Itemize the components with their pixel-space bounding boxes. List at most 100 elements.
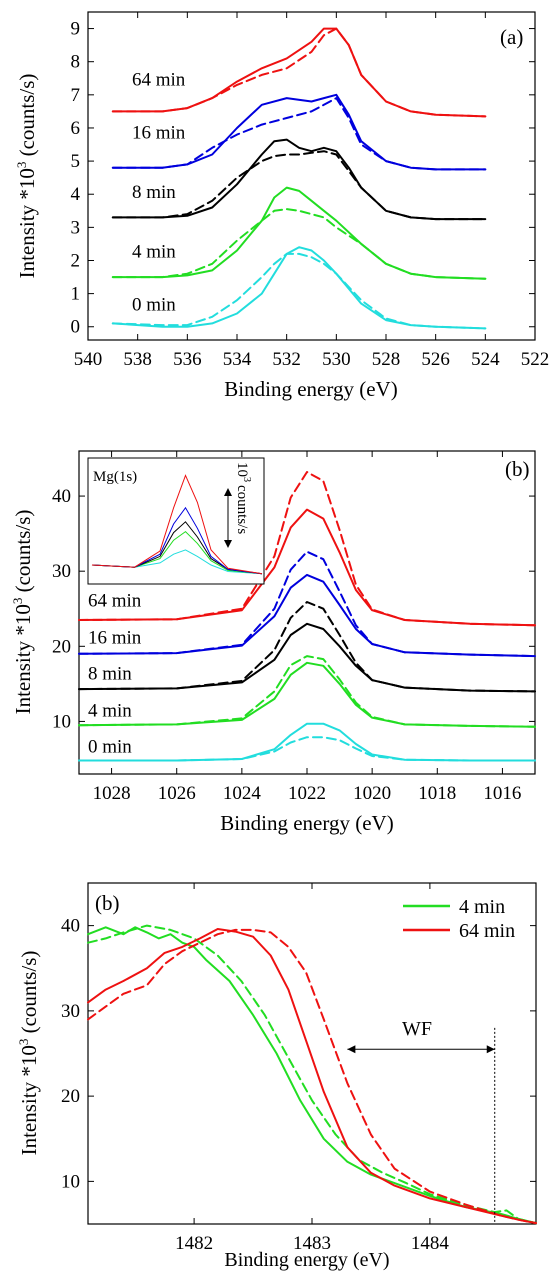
panel-a-y-axis-title: Intensity *103 (counts/s)	[14, 74, 39, 279]
series-line-dashed	[78, 736, 536, 762]
panel-c-y-axis-title-main: Intensity *10	[17, 1045, 41, 1155]
x-tick-label: 1484	[411, 1233, 450, 1254]
series-label: 0 min	[88, 736, 132, 757]
y-tick-label: 20	[61, 1086, 80, 1107]
inset-scale-label-sup: 3	[241, 477, 252, 482]
series-line-solid	[111, 138, 487, 221]
series-line-dashed	[78, 471, 536, 627]
panel-b-label: (b)	[505, 457, 530, 481]
x-tick-label: 526	[421, 349, 450, 370]
y-tick-label: 3	[71, 217, 81, 238]
panel-b-y-axis-title: Intensity *103 (counts/s)	[10, 510, 35, 715]
panel-c-y-axis-title: Intensity *103 (counts/s)	[16, 951, 41, 1156]
x-tick-label: 532	[272, 349, 301, 370]
series-line-dashed	[111, 27, 487, 118]
panel-c-wf-annotation: WF	[347, 1018, 496, 1224]
series-label: 0 min	[132, 295, 176, 316]
panel-a-y-axis-title-main: Intensity *10	[15, 168, 39, 278]
y-tick-label: 9	[71, 19, 81, 40]
x-tick-label: 1020	[353, 783, 391, 804]
series-label: 8 min	[132, 182, 176, 203]
x-tick-label: 1028	[93, 783, 131, 804]
panel-a-y-axis-title-sup: 3	[14, 162, 29, 169]
inset-series-line	[91, 506, 263, 575]
series-label: 64 min	[88, 591, 142, 612]
series-label: 4 min	[88, 700, 132, 721]
panel-a-series-group	[111, 27, 487, 330]
y-tick-label: 0	[71, 317, 81, 338]
inset-scale-arrow-head-top	[224, 488, 232, 496]
panel-b-series-labels: 0 min 4 min 8 min 16 min 64 min	[88, 591, 142, 758]
y-tick-label: 40	[61, 916, 80, 937]
panel-a-ticks: 540 538 536 534 532 530 528 526 524 522 0 1 2 3 4 5 6 7 8 9	[71, 12, 549, 370]
series-line-dashed	[111, 208, 487, 280]
panel-c-x-axis-title: Binding energy (eV)	[224, 1249, 389, 1271]
series-label: 16 min	[88, 628, 142, 649]
y-tick-label: 40	[52, 486, 71, 507]
series-line-dashed	[111, 97, 487, 171]
panel-b-mg-spectra: (b) Binding energy (eV) Intensity *103 (…	[10, 450, 536, 835]
panel-b-y-axis-title-sup: 3	[10, 598, 25, 605]
x-tick-label: 530	[322, 349, 351, 370]
wf-arrow-head-right	[486, 1045, 495, 1054]
series-line-dashed	[78, 655, 536, 728]
y-tick-label: 10	[61, 1171, 80, 1192]
series-label: 64 min	[132, 69, 186, 90]
panel-c-cutoff-spectra: (b) Binding energy (eV) Intensity *103 (…	[16, 882, 537, 1271]
panel-a-x-axis-title: Binding energy (eV)	[224, 377, 397, 401]
y-tick-label: 10	[52, 711, 71, 732]
series-label: 8 min	[88, 664, 132, 685]
panel-c-series-group	[87, 924, 537, 1225]
panel-b-y-axis-title-main: Intensity *10	[11, 604, 35, 714]
x-tick-label: 1022	[288, 783, 326, 804]
y-tick-label: 20	[52, 636, 71, 657]
panel-c-y-axis-title-tail: (counts/s)	[17, 951, 41, 1039]
x-tick-label: 536	[173, 349, 202, 370]
x-tick-label: 528	[372, 349, 401, 370]
x-tick-label: 1016	[483, 783, 521, 804]
y-tick-label: 4	[71, 184, 81, 205]
wf-label: WF	[402, 1018, 432, 1040]
panel-c-label: (b)	[95, 891, 120, 915]
x-tick-label: 1482	[175, 1233, 213, 1254]
legend-label: 4 min	[459, 896, 505, 918]
inset-label: Mg(1s)	[93, 469, 137, 485]
inset-series-group	[91, 474, 263, 575]
y-tick-label: 2	[71, 250, 81, 271]
panel-a-frame	[87, 11, 536, 341]
series-line-dashed	[87, 928, 537, 1225]
x-tick-label: 1018	[418, 783, 456, 804]
series-line-dashed	[78, 601, 536, 693]
series-line-dashed	[111, 252, 487, 330]
y-tick-label: 30	[61, 1001, 80, 1022]
x-tick-label: 1024	[223, 783, 262, 804]
inset-series-line	[91, 521, 263, 575]
x-tick-label: 1026	[158, 783, 196, 804]
inset-scale-label-base: 10	[234, 462, 250, 477]
series-label: 16 min	[132, 122, 186, 143]
panel-a-label: (a)	[500, 25, 523, 49]
y-tick-label: 30	[52, 561, 71, 582]
series-line-solid	[78, 622, 536, 693]
y-tick-label: 5	[71, 151, 81, 172]
series-label: 4 min	[132, 242, 176, 263]
y-tick-label: 1	[71, 284, 81, 305]
inset-scale-arrow-head-bottom	[224, 540, 232, 548]
series-line-solid	[78, 573, 536, 658]
panel-c-y-axis-title-sup: 3	[16, 1039, 31, 1046]
inset-series-line	[91, 474, 263, 575]
series-line-solid	[78, 661, 536, 728]
x-tick-label: 538	[123, 349, 152, 370]
series-line-solid	[111, 246, 487, 330]
x-tick-label: 524	[471, 349, 500, 370]
y-tick-label: 8	[71, 52, 81, 73]
panel-c-ticks: 1482 1483 1484 10 20 30 40	[61, 883, 536, 1254]
panel-b-series-group	[78, 471, 536, 762]
panel-a-o1s-spectra: (a) Binding energy (eV) Intensity *103 (…	[14, 11, 549, 401]
inset-scale-label: 103 counts/s	[234, 462, 252, 534]
y-tick-label: 6	[71, 118, 81, 139]
panel-b-inset: Mg(1s) 103 counts/s	[87, 457, 265, 585]
series-line-dashed	[111, 150, 487, 221]
